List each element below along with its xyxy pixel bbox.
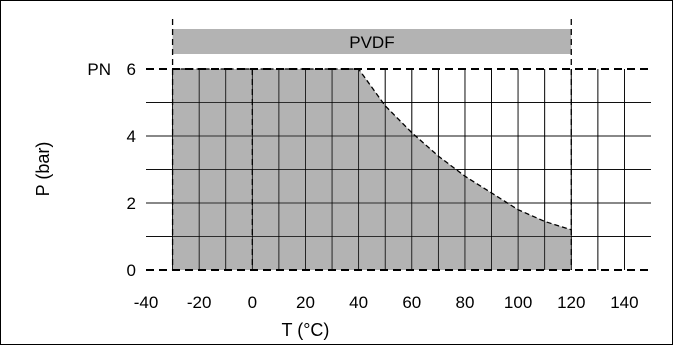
x-tick-label: 80 [455, 293, 474, 312]
pressure-temperature-chart: PVDF -40 -20 0 20 40 60 80 100 120 140 0 2 4 6 PN T … [33, 19, 651, 340]
y-axis-title: P (bar) [33, 142, 53, 197]
band-label: PVDF [349, 33, 394, 52]
y-tick-prefix: PN [87, 60, 111, 79]
y-tick-label: 4 [127, 127, 136, 146]
x-tick-label: 0 [248, 293, 257, 312]
y-tick-labels: 0 2 4 6 [127, 60, 136, 280]
x-tick-label: 100 [504, 293, 532, 312]
x-tick-label: 120 [557, 293, 585, 312]
y-tick-label: 2 [127, 194, 136, 213]
x-tick-label: 140 [610, 293, 638, 312]
x-tick-labels: -40 -20 0 20 40 60 80 100 120 140 [134, 293, 639, 312]
x-tick-label: -40 [134, 293, 159, 312]
x-tick-label: 60 [402, 293, 421, 312]
pressure-curve [172, 68, 572, 231]
temperature-band [172, 29, 572, 54]
x-tick-label: 40 [349, 293, 368, 312]
x-axis-title: T (°C) [282, 320, 330, 340]
y-tick-label: 6 [127, 60, 136, 79]
x-tick-label: 20 [296, 293, 315, 312]
y-tick-label: 0 [127, 261, 136, 280]
x-tick-label: -20 [187, 293, 212, 312]
